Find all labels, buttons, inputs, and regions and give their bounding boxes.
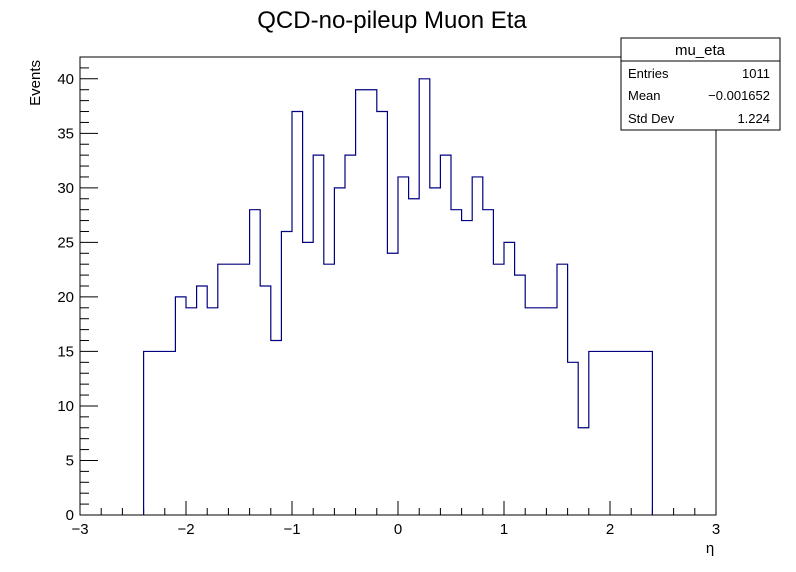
stats-entries-value: 1011 [742,66,770,81]
stats-stddev-value: 1.224 [737,111,770,126]
x-tick-label: −2 [177,521,194,538]
chart-title: QCD-no-pileup Muon Eta [257,7,527,34]
stats-box: mu_eta Entries 1011 Mean −0.001652 Std D… [620,37,781,131]
x-tick-label: −3 [71,521,88,538]
histogram-series [143,78,653,515]
stats-mean-value: −0.001652 [708,88,770,103]
y-tick-label: 15 [57,343,74,360]
x-tick-label: 0 [394,521,402,538]
y-tick-label: 30 [57,180,74,197]
y-tick-label: 40 [57,71,74,88]
stats-stddev-label: Std Dev [628,111,675,126]
x-tick-labels: −3 −2 −1 0 1 2 3 [71,521,720,538]
x-tick-label: 1 [500,521,508,538]
y-tick-labels: 0 5 10 15 20 25 30 35 40 [57,71,74,524]
stats-box-frame [620,37,781,131]
y-tick-label: 5 [66,452,74,469]
y-tick-label: 35 [57,125,74,142]
stats-box-title: mu_eta [675,42,726,59]
stats-mean-label: Mean [628,88,661,103]
y-tick-label: 20 [57,289,74,306]
x-tick-label: 2 [606,521,614,538]
y-axis-title: Events [27,60,44,106]
y-tick-label: 25 [57,234,74,251]
stats-entries-label: Entries [628,66,669,81]
y-tick-label: 0 [66,507,74,524]
y-tick-label: 10 [57,398,74,415]
x-tick-label: −1 [283,521,300,538]
x-tick-label: 3 [712,521,720,538]
x-axis-title: η [706,540,714,557]
